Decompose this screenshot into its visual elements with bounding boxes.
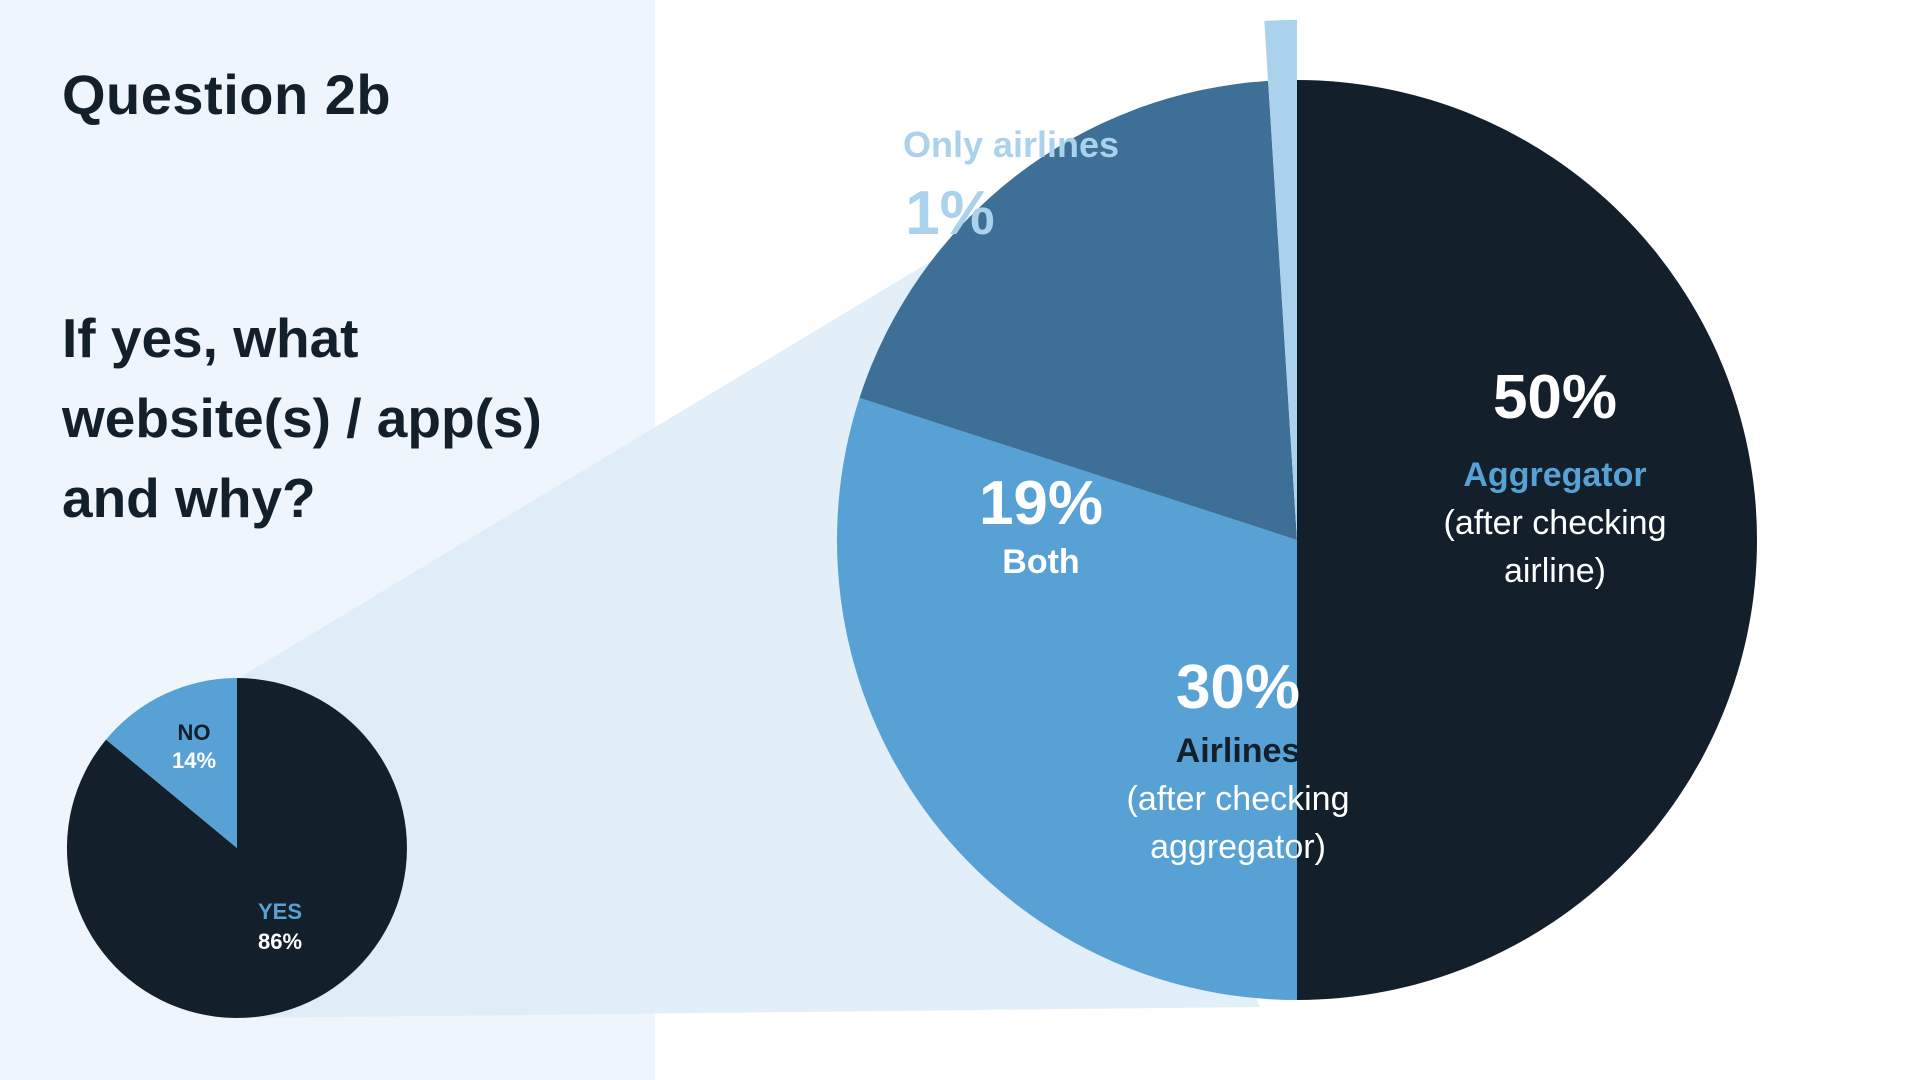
website-choice-pie — [837, 19, 1757, 1000]
no-label: NO — [178, 720, 211, 745]
both-value-label: 19% — [979, 469, 1103, 538]
airlines-sublabel: (after checking aggregator) — [1127, 780, 1350, 866]
pie-slice-no — [106, 678, 237, 848]
pie-slice-airlines — [837, 397, 1297, 1000]
yes-label: YES — [258, 899, 302, 924]
yes-no-pie — [66, 678, 407, 1019]
slide-title: Question 2b — [62, 63, 392, 126]
aggregator-sublabel: (after checking airline) — [1444, 504, 1667, 590]
no-value-label: 14% — [172, 748, 216, 773]
aggregator-value-label: 50% — [1493, 363, 1617, 432]
pie-slice-both — [859, 80, 1297, 541]
airlines-value-label: 30% — [1176, 653, 1300, 722]
pie-slice-only-airlines — [1264, 19, 1297, 540]
only-airlines-label: Only airlines — [903, 124, 1119, 165]
question-text: If yes, what website(s) / app(s) and why… — [62, 307, 542, 529]
only-airlines-value-label: 1% — [905, 179, 995, 248]
both-label: Both — [1002, 543, 1079, 581]
yes-value-label: 86% — [258, 929, 302, 954]
pie-slice-yes — [66, 678, 407, 1019]
aggregator-label: Aggregator — [1463, 456, 1646, 494]
airlines-label: Airlines — [1176, 732, 1301, 770]
pie-slice-aggregator — [1297, 80, 1757, 1000]
